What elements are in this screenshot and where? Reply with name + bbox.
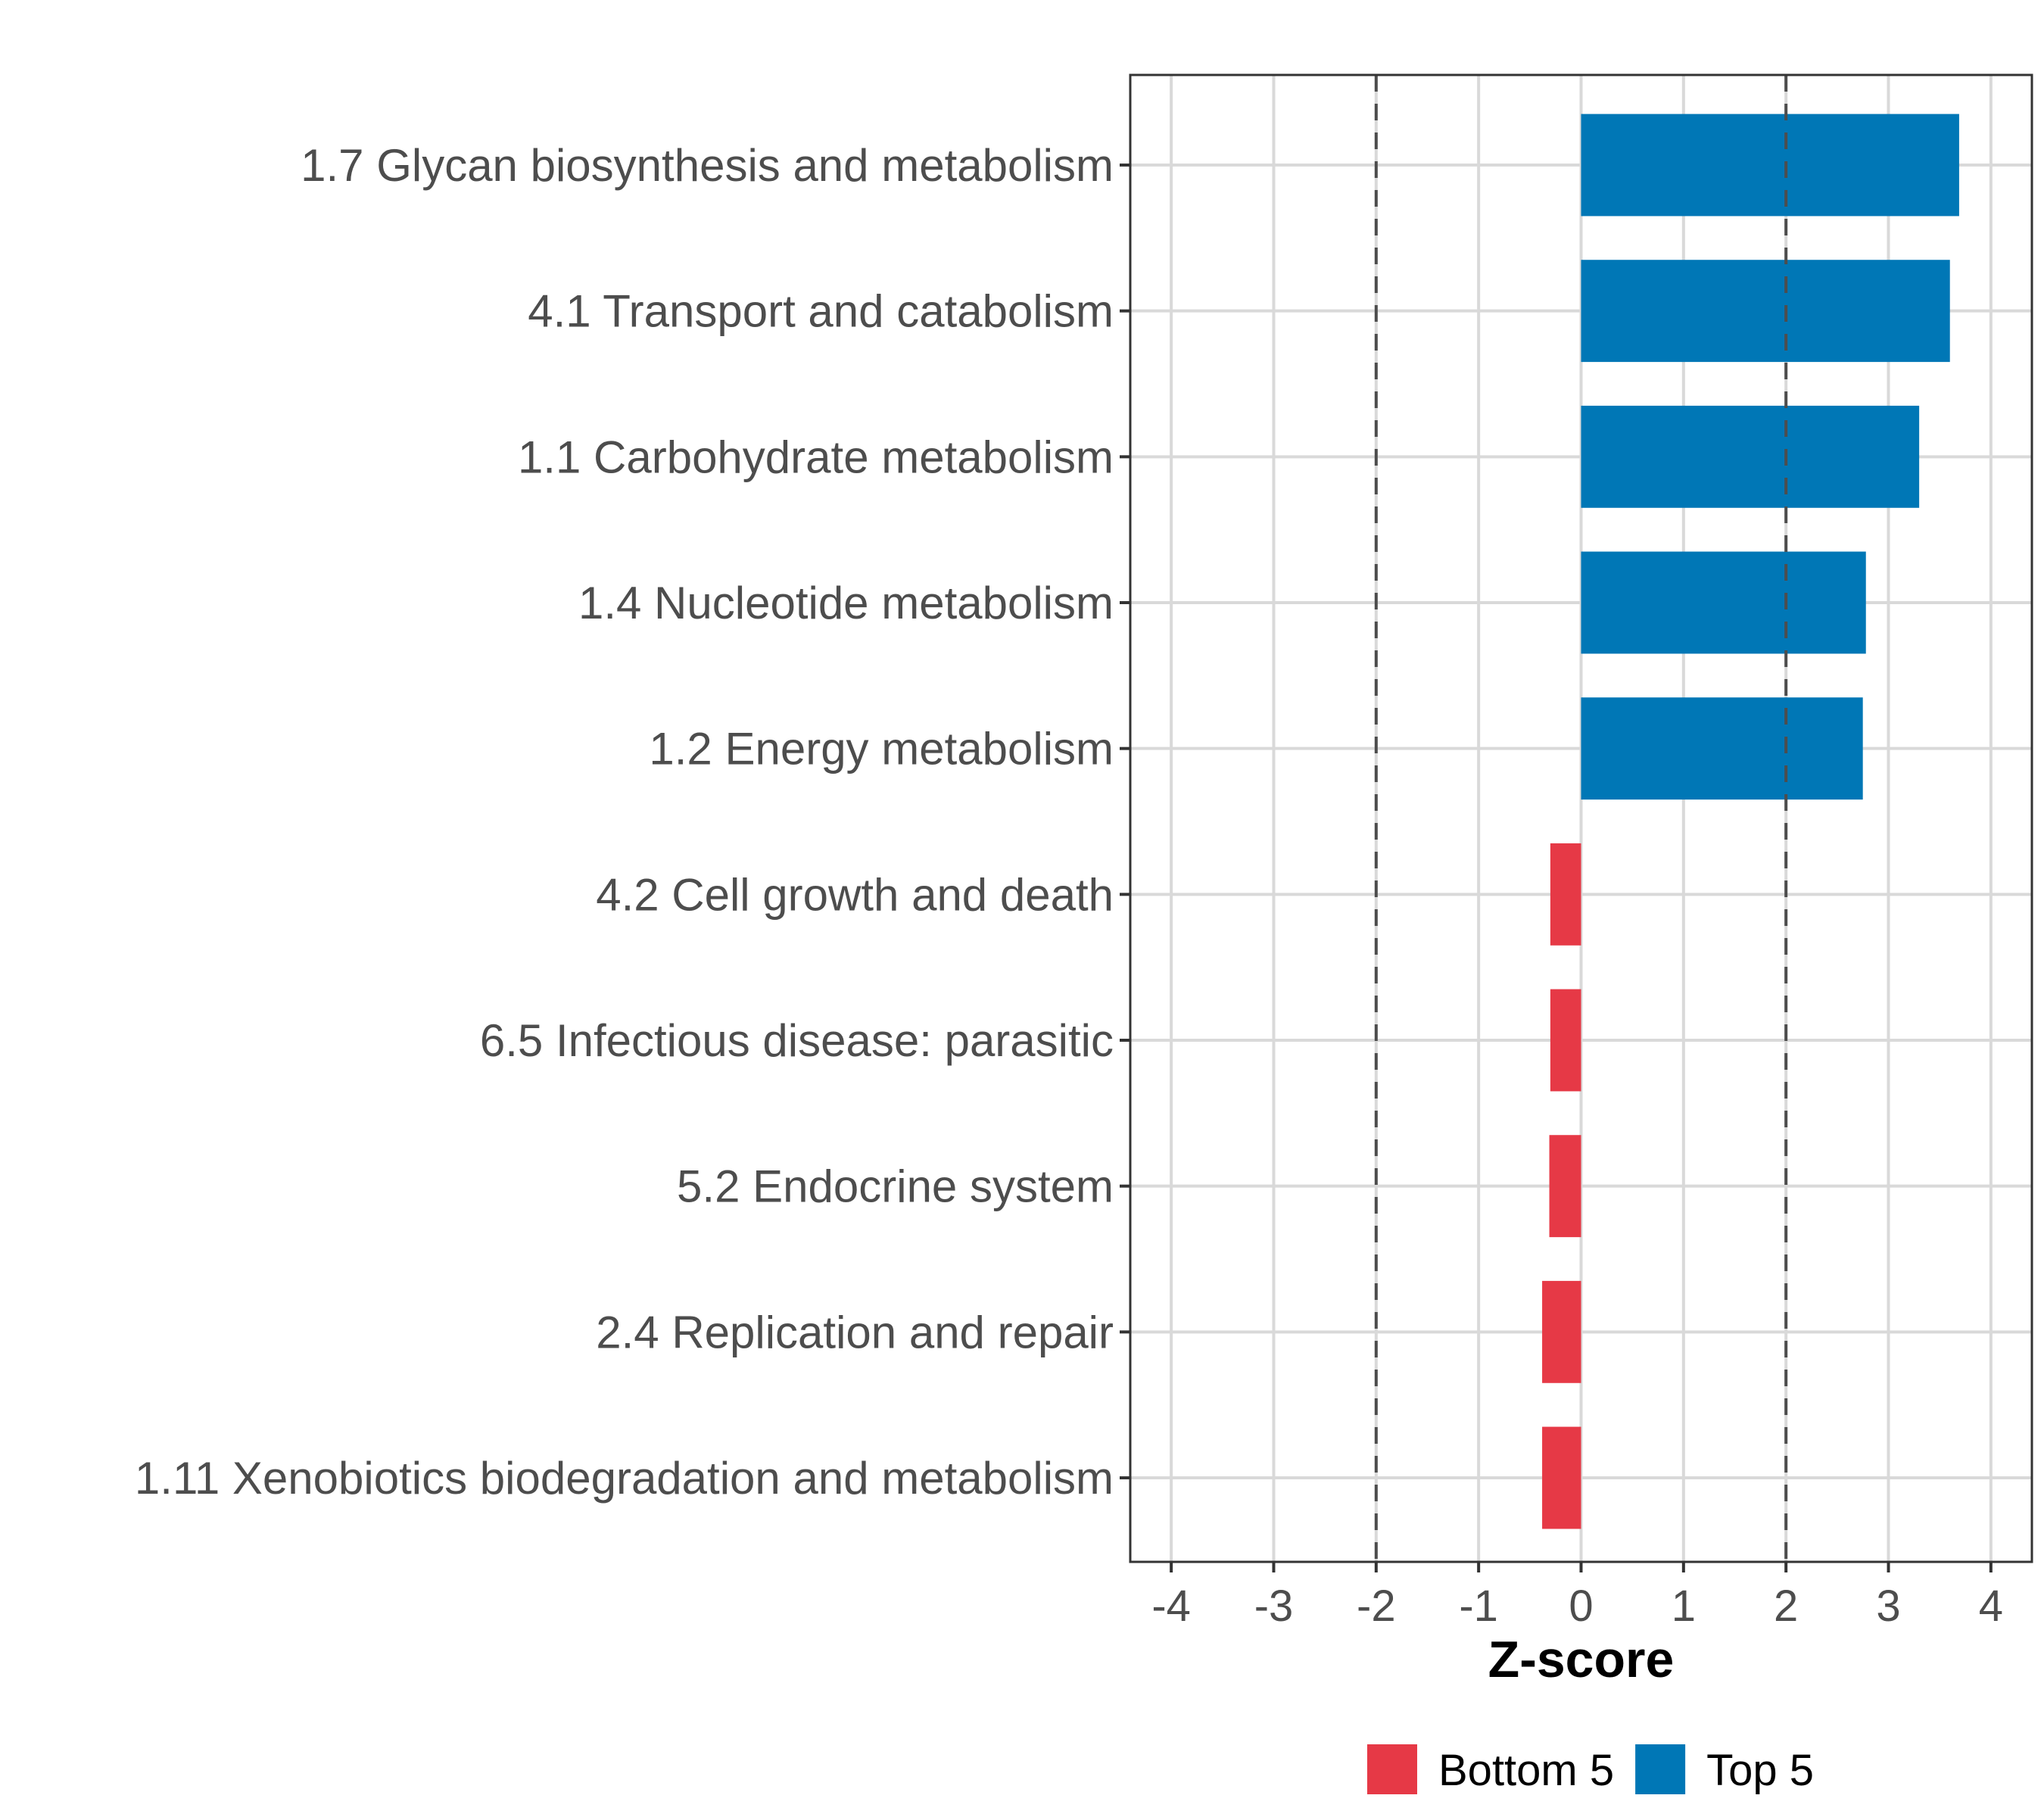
- legend-label: Top 5: [1706, 1746, 1814, 1795]
- x-tick-label: 4: [1979, 1582, 2003, 1631]
- y-tick-label: 1.7 Glycan biosynthesis and metabolism: [301, 140, 1114, 191]
- y-tick-label: 6.5 Infectious disease: parasitic: [480, 1015, 1114, 1066]
- x-tick-label: 0: [1569, 1582, 1593, 1631]
- y-tick-label: 1.4 Nucleotide metabolism: [578, 578, 1114, 628]
- y-tick-label: 2.4 Replication and repair: [596, 1307, 1114, 1357]
- bar: [1550, 989, 1581, 1092]
- x-tick-label: -1: [1459, 1582, 1498, 1631]
- x-tick-label: 2: [1774, 1582, 1798, 1631]
- bar: [1550, 843, 1581, 946]
- x-tick-label: 1: [1672, 1582, 1696, 1631]
- x-tick-label: -4: [1151, 1582, 1191, 1631]
- x-axis-labels: -4 -3 -2 -1 0 1 2 3 4: [1151, 1582, 2003, 1631]
- x-axis-title: Z-score: [1488, 1631, 1675, 1688]
- bar: [1549, 1135, 1581, 1238]
- legend-label: Bottom 5: [1438, 1746, 1614, 1795]
- y-tick-label: 1.2 Energy metabolism: [649, 724, 1114, 774]
- bar: [1542, 1280, 1581, 1383]
- bar: [1581, 114, 1959, 217]
- bar: [1581, 697, 1863, 800]
- legend: Bottom 5 Top 5: [1367, 1744, 1814, 1795]
- bar: [1542, 1426, 1581, 1529]
- bars: [1542, 114, 1959, 1529]
- y-tick-label: 1.1 Carbohydrate metabolism: [518, 432, 1114, 482]
- bar: [1581, 260, 1950, 363]
- bar: [1581, 551, 1866, 654]
- y-tick-label: 4.1 Transport and catabolism: [528, 286, 1114, 337]
- x-tick-label: -2: [1357, 1582, 1396, 1631]
- y-tick-label: 4.2 Cell growth and death: [596, 869, 1114, 920]
- bar: [1581, 405, 1920, 508]
- x-tick-label: 3: [1876, 1582, 1900, 1631]
- y-tick-label: 1.11 Xenobiotics biodegradation and meta…: [135, 1453, 1114, 1504]
- x-axis-ticks: [1170, 1562, 1993, 1572]
- legend-swatch: [1367, 1744, 1417, 1794]
- reference-lines: [1374, 75, 1788, 1562]
- x-tick-label: -3: [1254, 1582, 1294, 1631]
- y-tick-label: 5.2 Endocrine system: [677, 1161, 1114, 1212]
- legend-swatch: [1635, 1744, 1686, 1794]
- y-axis-labels: 1.7 Glycan biosynthesis and metabolism 4.…: [135, 140, 1114, 1504]
- y-axis-ticks: [1120, 164, 1130, 1479]
